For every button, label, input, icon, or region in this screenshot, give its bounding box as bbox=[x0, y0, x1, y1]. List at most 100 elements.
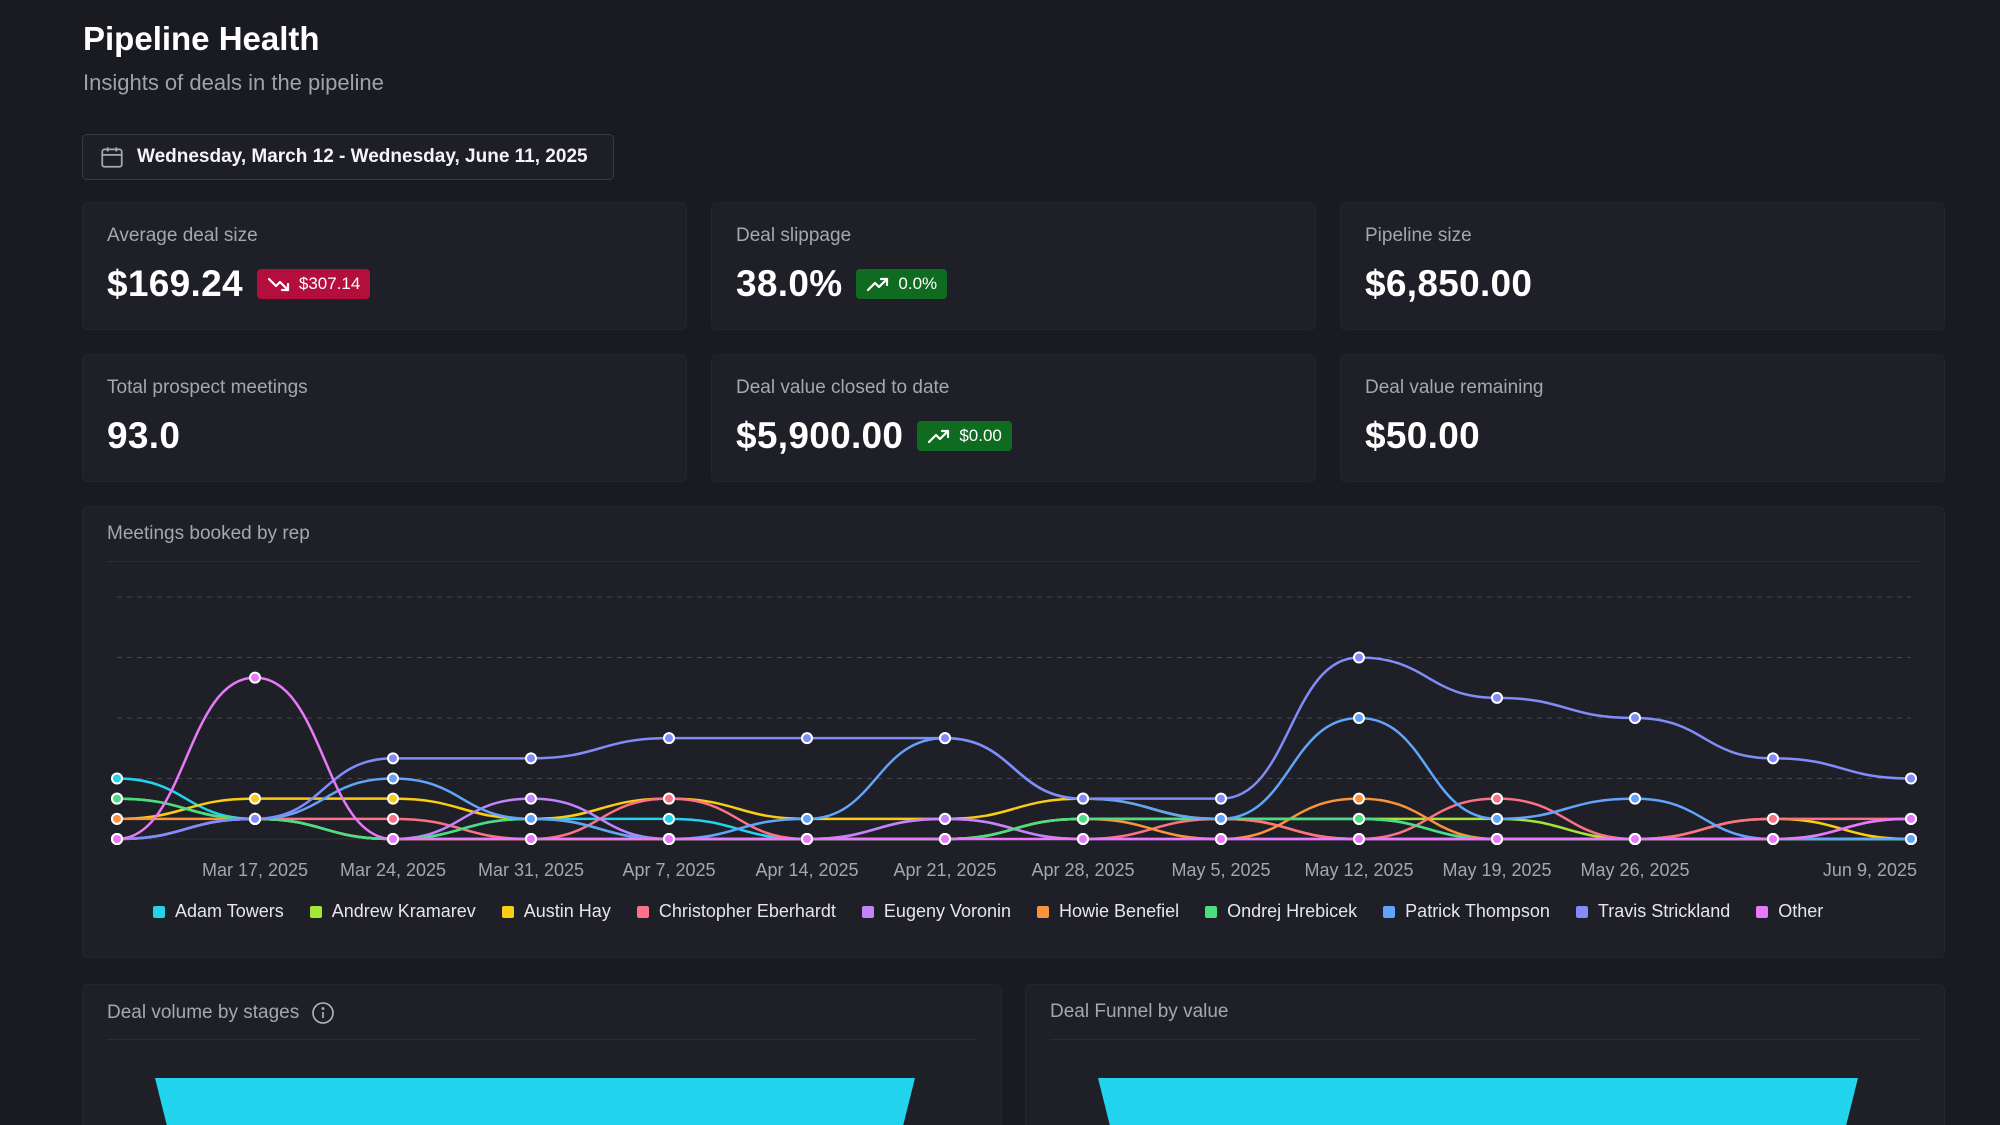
data-point[interactable] bbox=[663, 732, 675, 745]
data-point[interactable] bbox=[1353, 792, 1365, 805]
series-line[interactable] bbox=[116, 656, 1912, 841]
deal-volume-card: Deal volume by stages bbox=[82, 984, 1002, 1125]
x-tick-label: Apr 7, 2025 bbox=[622, 860, 715, 880]
data-point[interactable] bbox=[249, 812, 261, 825]
data-point[interactable] bbox=[939, 833, 951, 845]
data-point[interactable] bbox=[663, 812, 675, 825]
data-point[interactable] bbox=[249, 671, 261, 684]
legend-swatch bbox=[1575, 905, 1588, 918]
legend-label: Austin Hay bbox=[523, 901, 611, 921]
kpi-card-deal-value-closed: Deal value closed to date $5,900.00 $0.0… bbox=[711, 354, 1316, 482]
data-point[interactable] bbox=[801, 732, 813, 745]
data-point[interactable] bbox=[387, 772, 399, 785]
data-point[interactable] bbox=[1077, 792, 1089, 805]
data-point[interactable] bbox=[1905, 812, 1917, 825]
data-point[interactable] bbox=[387, 792, 399, 805]
kpi-label: Pipeline size bbox=[1365, 225, 1472, 246]
trend-badge: 0.0% bbox=[856, 269, 948, 299]
legend-item[interactable]: Austin Hay bbox=[501, 901, 611, 922]
section-divider bbox=[107, 1039, 977, 1040]
kpi-card-total-prospect-meetings: Total prospect meetings 93.0 bbox=[82, 354, 687, 482]
kpi-value: 38.0% bbox=[736, 263, 843, 304]
data-point[interactable] bbox=[1629, 833, 1641, 845]
data-point[interactable] bbox=[801, 833, 813, 845]
data-point[interactable] bbox=[1491, 833, 1503, 845]
data-point[interactable] bbox=[1491, 691, 1503, 704]
data-point[interactable] bbox=[1767, 812, 1779, 825]
data-point[interactable] bbox=[525, 812, 537, 825]
data-point[interactable] bbox=[1491, 812, 1503, 825]
x-tick-label: Apr 21, 2025 bbox=[893, 860, 996, 880]
kpi-value: $169.24 bbox=[107, 263, 243, 304]
legend-item[interactable]: Eugeny Voronin bbox=[861, 901, 1011, 922]
trend-badge: $307.14 bbox=[256, 269, 371, 299]
data-point[interactable] bbox=[1353, 712, 1365, 724]
legend-item[interactable]: Ondrej Hrebicek bbox=[1205, 901, 1357, 922]
kpi-label: Deal value closed to date bbox=[736, 377, 950, 398]
legend-swatch bbox=[1037, 905, 1050, 918]
x-tick-label: Apr 28, 2025 bbox=[1031, 860, 1134, 880]
data-point[interactable] bbox=[387, 812, 399, 825]
x-tick-label: Mar 24, 2025 bbox=[340, 860, 446, 880]
data-point[interactable] bbox=[111, 812, 123, 825]
data-point[interactable] bbox=[525, 752, 537, 765]
legend-item[interactable]: Christopher Eberhardt bbox=[636, 901, 836, 922]
data-point[interactable] bbox=[1629, 792, 1641, 805]
chart-title: Meetings booked by rep bbox=[107, 523, 310, 544]
legend-label: Ondrej Hrebicek bbox=[1227, 901, 1358, 921]
legend-item[interactable]: Travis Strickland bbox=[1575, 901, 1731, 922]
date-range-picker[interactable]: Wednesday, March 12 - Wednesday, June 11… bbox=[82, 134, 614, 180]
data-point[interactable] bbox=[1629, 712, 1641, 724]
data-point[interactable] bbox=[525, 833, 537, 845]
data-point[interactable] bbox=[111, 792, 123, 805]
data-point[interactable] bbox=[1767, 752, 1779, 765]
legend-swatch bbox=[861, 905, 874, 918]
page-subtitle: Insights of deals in the pipeline bbox=[83, 70, 384, 95]
data-point[interactable] bbox=[1353, 651, 1365, 664]
kpi-value: $5,900.00 bbox=[736, 415, 904, 456]
series-line[interactable] bbox=[116, 797, 1911, 841]
data-point[interactable] bbox=[111, 833, 123, 845]
series-line[interactable] bbox=[116, 676, 1912, 841]
stage-funnel-bar[interactable] bbox=[83, 985, 1002, 1125]
deal-funnel-title: Deal Funnel by value bbox=[1050, 1001, 1229, 1022]
legend-item[interactable]: Andrew Kramarev bbox=[309, 901, 476, 922]
data-point[interactable] bbox=[1491, 792, 1503, 805]
data-point[interactable] bbox=[1767, 833, 1779, 845]
legend-swatch bbox=[1756, 905, 1769, 918]
legend-label: Christopher Eberhardt bbox=[658, 901, 836, 921]
data-point[interactable] bbox=[1215, 792, 1227, 805]
legend-swatch bbox=[309, 905, 322, 918]
data-point[interactable] bbox=[939, 812, 951, 825]
data-point[interactable] bbox=[387, 833, 399, 845]
data-point[interactable] bbox=[1215, 833, 1227, 845]
page-title: Pipeline Health bbox=[83, 20, 320, 57]
legend-item[interactable]: Other bbox=[1756, 901, 1823, 922]
legend-label: Patrick Thompson bbox=[1405, 901, 1550, 921]
legend-item[interactable]: Adam Towers bbox=[153, 901, 284, 922]
x-tick-label: May 12, 2025 bbox=[1304, 860, 1413, 880]
data-point[interactable] bbox=[663, 833, 675, 845]
legend-item[interactable]: Howie Benefiel bbox=[1037, 901, 1179, 922]
data-point[interactable] bbox=[1353, 812, 1365, 825]
data-point[interactable] bbox=[1905, 833, 1917, 845]
data-point[interactable] bbox=[1215, 812, 1227, 825]
info-icon[interactable] bbox=[311, 1001, 335, 1025]
data-point[interactable] bbox=[1905, 772, 1917, 785]
data-point[interactable] bbox=[111, 772, 123, 785]
value-funnel-bar[interactable] bbox=[1026, 985, 1945, 1125]
data-point[interactable] bbox=[939, 732, 951, 745]
data-point[interactable] bbox=[801, 812, 813, 825]
legend-label: Travis Strickland bbox=[1597, 901, 1731, 921]
data-point[interactable] bbox=[525, 792, 537, 805]
legend-item[interactable]: Patrick Thompson bbox=[1383, 901, 1550, 922]
data-point[interactable] bbox=[1353, 833, 1365, 845]
data-point[interactable] bbox=[387, 752, 399, 765]
data-point[interactable] bbox=[1077, 833, 1089, 845]
data-point[interactable] bbox=[663, 792, 675, 805]
meetings-line-chart: Mar 17, 2025 Mar 24, 2025 Mar 31, 2025 Apr … bbox=[111, 596, 1917, 880]
deal-funnel-card: Deal Funnel by value bbox=[1025, 984, 1945, 1125]
data-point[interactable] bbox=[249, 792, 261, 805]
chart-divider bbox=[107, 561, 1920, 562]
data-point[interactable] bbox=[1077, 812, 1089, 825]
